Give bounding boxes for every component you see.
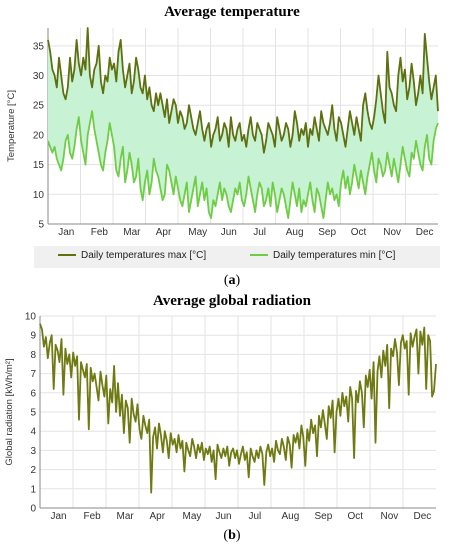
x-tick-label: Sep <box>318 227 336 238</box>
x-tick-label: Jul <box>253 227 266 238</box>
x-tick-label: Oct <box>351 227 367 238</box>
y-tick-label: 15 <box>33 160 45 171</box>
y-tick-label: 5 <box>30 408 36 419</box>
x-tick-label: Apr <box>156 227 172 238</box>
y-tick-label: 25 <box>33 101 45 112</box>
caption-a: (a) <box>223 273 241 288</box>
x-tick-label: Dec <box>414 511 432 522</box>
y-tick-label: 10 <box>25 312 37 323</box>
y-tick-label: 5 <box>38 220 44 231</box>
x-tick-label: Jan <box>51 511 67 522</box>
x-tick-label: Feb <box>91 227 109 238</box>
x-tick-label: Sep <box>315 511 333 522</box>
radiation-chart: Jan Feb Mar Apr May Jun Jul Aug Sep Oct Nov Dec 0 1 2 3… <box>4 312 437 522</box>
caption-a-letter: a <box>228 273 236 288</box>
y-tick-label: 20 <box>33 130 45 141</box>
x-tick-label: Nov <box>383 227 401 238</box>
y-tick-label: 7 <box>30 369 36 380</box>
y-tick-label: 8 <box>30 350 36 361</box>
x-tick-label: Dec <box>416 227 434 238</box>
y-axis-label: Temperature [°C] <box>6 90 17 162</box>
y-tick-label: 2 <box>30 465 36 476</box>
y-tick-label: 35 <box>33 41 45 52</box>
series-line-0 <box>39 323 437 494</box>
x-tick-label: Jun <box>221 227 237 238</box>
x-tick-label: Jan <box>58 227 74 238</box>
x-tick-label: May <box>188 227 207 238</box>
series-line-0 <box>47 27 439 154</box>
x-tick-label: Oct <box>348 511 364 522</box>
y-tick-label: 0 <box>30 504 36 515</box>
caption-b: (b) <box>223 528 241 543</box>
x-tick-label: Aug <box>282 511 300 522</box>
y-tick-label: 3 <box>30 446 36 457</box>
x-tick-label: Apr <box>150 511 166 522</box>
y-tick-label: 30 <box>33 71 45 82</box>
x-tick-label: Aug <box>286 227 304 238</box>
legend-swatch-max <box>58 254 76 257</box>
legend-label-max: Daily temperatures max [°C] <box>81 250 207 261</box>
chart-b-title: Average global radiation <box>152 293 312 309</box>
legend-label-min: Daily temperatures min [°C] <box>273 250 396 261</box>
x-tick-label: Nov <box>381 511 399 522</box>
range-fill <box>48 28 438 219</box>
y-tick-label: 4 <box>30 427 36 438</box>
y-tick-label: 6 <box>30 388 36 399</box>
legend-swatch-min <box>250 254 268 257</box>
y-tick-label: 1 <box>30 484 36 495</box>
legend-item-min: Daily temperatures min [°C] <box>250 250 395 261</box>
x-tick-label: Jul <box>249 511 262 522</box>
x-tick-label: May <box>183 511 202 522</box>
x-tick-label: Mar <box>117 511 135 522</box>
y-tick-label: 10 <box>33 190 45 201</box>
legend-item-max: Daily temperatures max [°C] <box>58 250 206 261</box>
temperature-legend: Daily temperatures max [°C] Daily temper… <box>34 246 440 268</box>
y-tick-label: 9 <box>30 331 36 342</box>
x-tick-label: Feb <box>84 511 102 522</box>
caption-b-letter: b <box>228 528 236 543</box>
y-axis-label: Global radiation [kWh/m²] <box>4 358 15 465</box>
x-tick-label: Jun <box>216 511 232 522</box>
x-tick-label: Mar <box>123 227 141 238</box>
temperature-chart: Jan Feb Mar Apr May Jun Jul Aug Sep Oct Nov Dec 5 10 1… <box>6 27 439 238</box>
series-line-1 <box>47 110 439 220</box>
chart-a-title: Average temperature <box>164 4 300 20</box>
